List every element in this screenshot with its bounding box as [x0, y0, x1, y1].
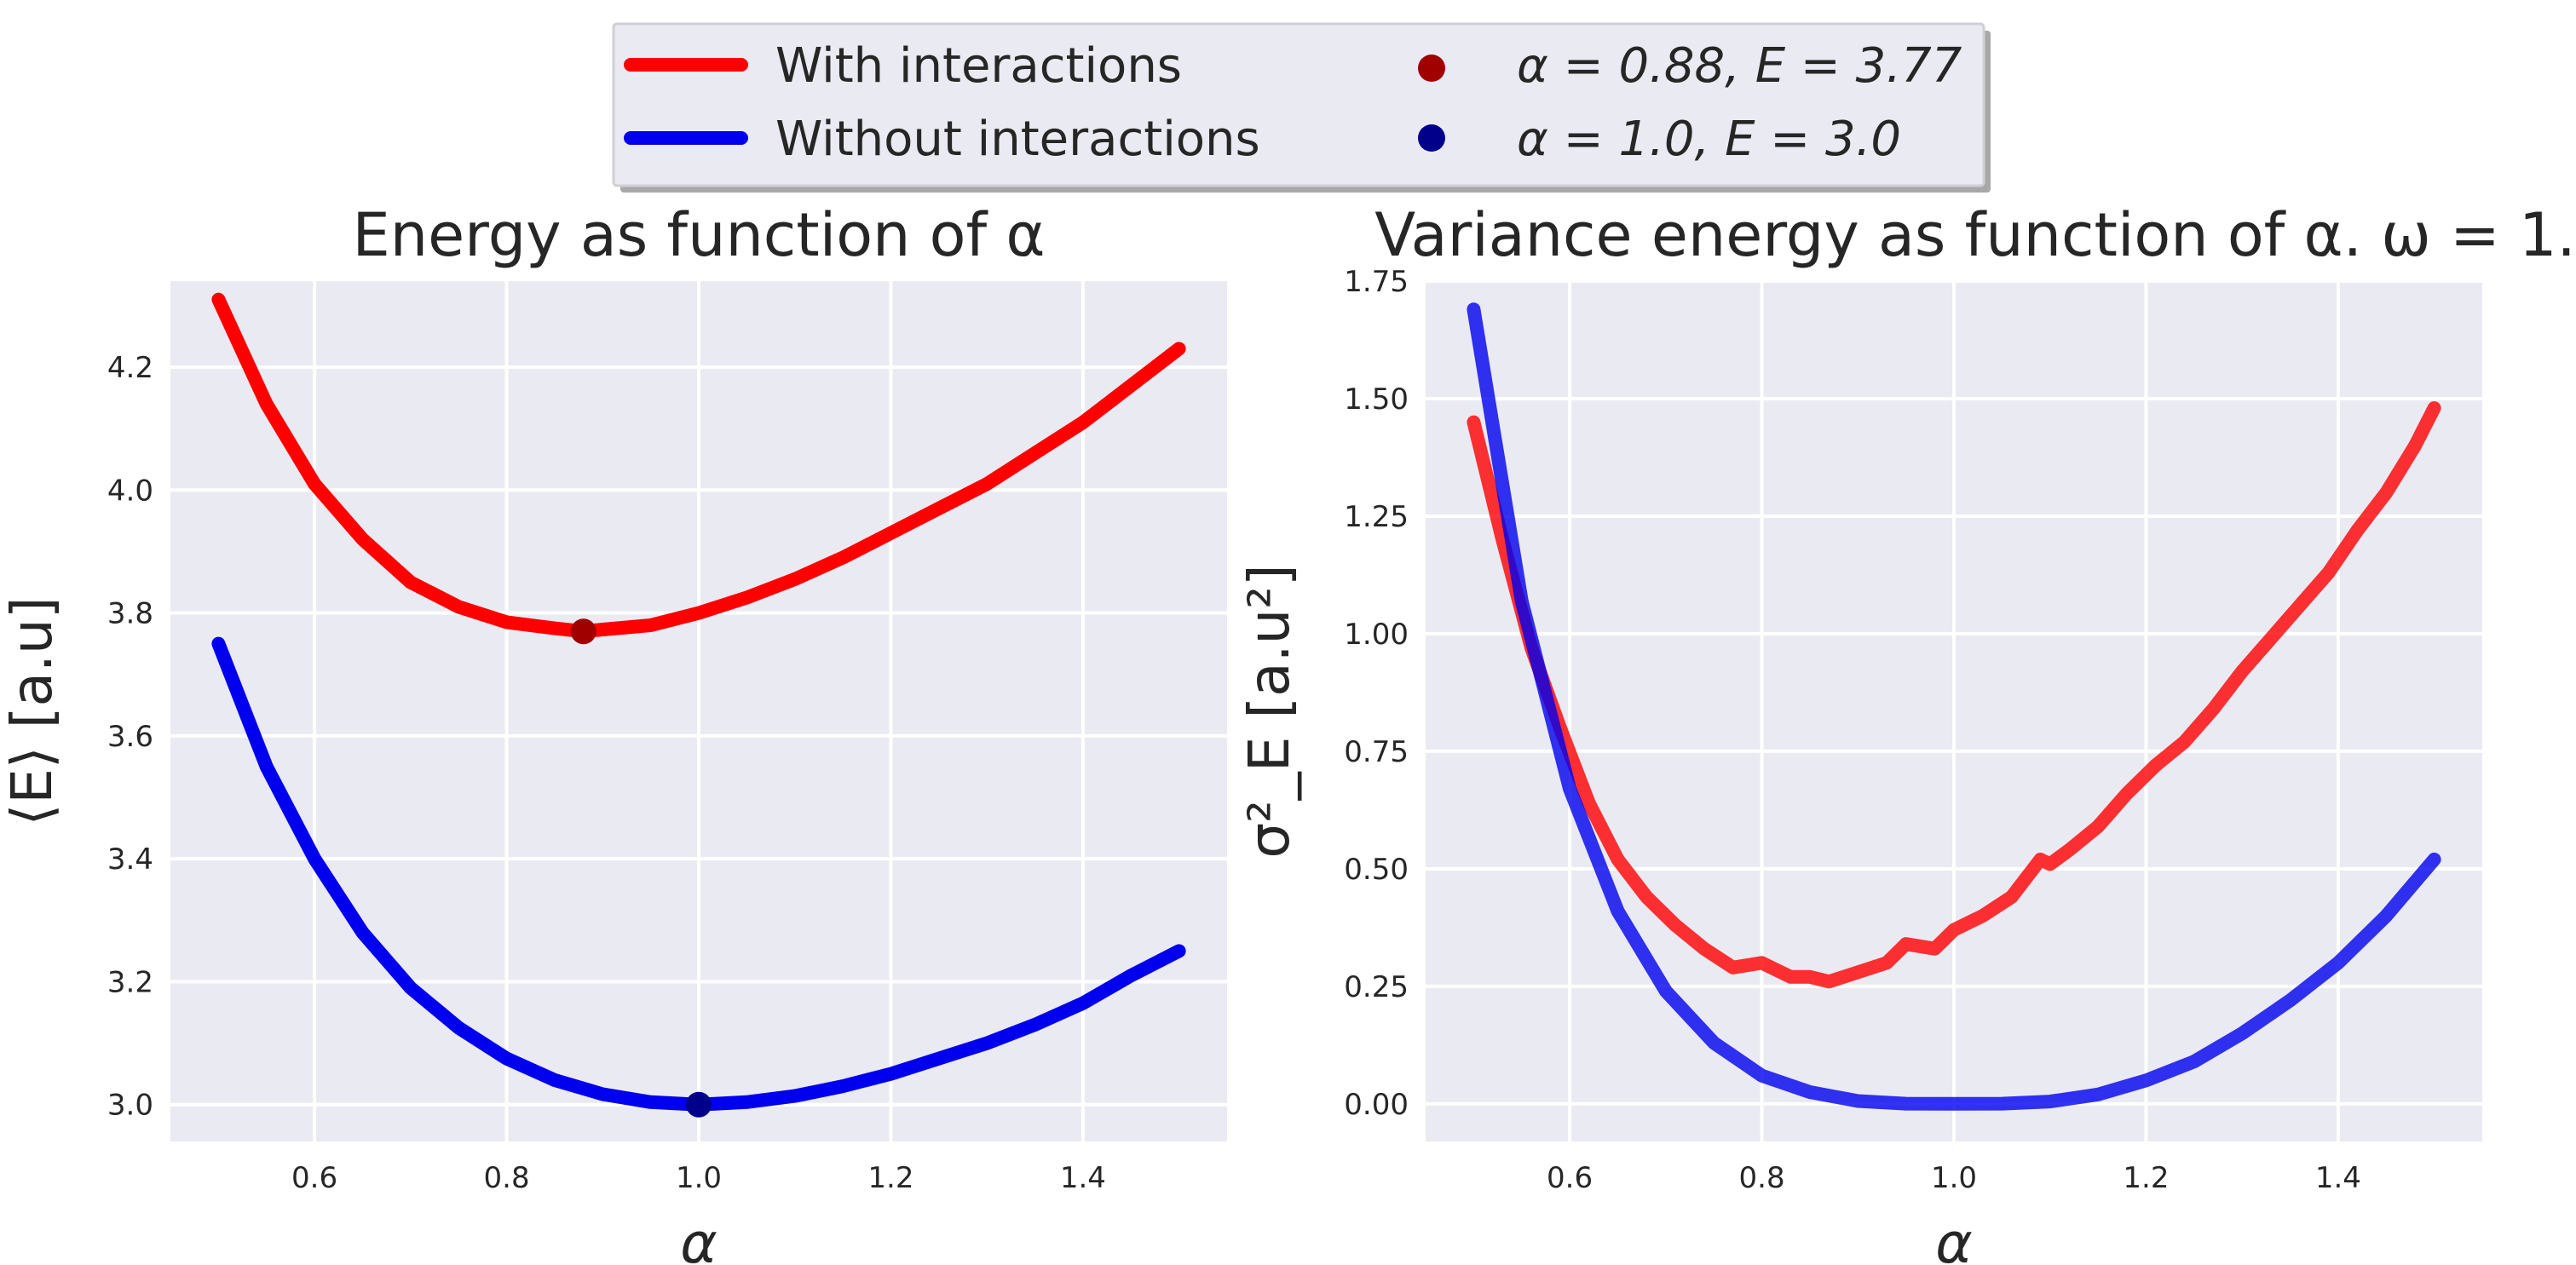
variance-chart-title: Variance energy as function of α. ω = 1.	[1374, 200, 2576, 270]
variance-series-line-without-interactions	[1467, 302, 2441, 1111]
energy-ytick-label: 3.8	[107, 597, 153, 631]
variance-xtick-label: 0.8	[1739, 1161, 1785, 1195]
energy-chart-title: Energy as function of α	[353, 200, 1046, 270]
energy-points	[570, 618, 712, 1118]
variance-yticks: 0.00 0.25 0.50 0.75 1.00 1.25 1.50 1.75	[1344, 265, 1409, 1122]
legend-marker-min-without	[1418, 124, 1445, 152]
variance-x-axis-label: α	[1935, 1210, 1973, 1265]
legend-label-min-with: α = 0.88, E = 3.77	[1517, 38, 1962, 94]
energy-xtick-label: 1.0	[676, 1161, 722, 1195]
energy-ytick-label: 3.4	[107, 842, 153, 877]
energy-xtick-label: 1.4	[1060, 1161, 1106, 1195]
energy-chart: Energy as function of α 0.6 0.8 1.0 1.2 1.4 …	[0, 200, 1227, 1265]
variance-xtick-label: 1.0	[1931, 1161, 1977, 1195]
energy-minimum-point	[570, 618, 596, 645]
variance-ytick-label: 0.00	[1344, 1088, 1409, 1122]
energy-xtick-label: 0.8	[484, 1161, 530, 1195]
variance-series-line-with-interactions	[1467, 401, 2441, 989]
legend-box	[612, 22, 1985, 187]
variance-ytick-label: 1.00	[1344, 618, 1409, 652]
variance-ytick-label: 1.50	[1344, 382, 1409, 417]
legend-label-without-interactions: Without interactions	[775, 112, 1260, 167]
legend-marker-min-with	[1418, 55, 1445, 82]
variance-xtick-label: 0.6	[1547, 1161, 1593, 1195]
energy-xtick-label: 1.2	[867, 1161, 913, 1195]
legend-label-min-without: α = 1.0, E = 3.0	[1517, 112, 1901, 167]
variance-ytick-label: 1.25	[1344, 500, 1409, 534]
energy-ytick-label: 4.0	[107, 474, 153, 508]
energy-yticks: 3.0 3.2 3.4 3.6 3.8 4.0 4.2	[107, 351, 153, 1123]
energy-y-axis-label: ⟨E⟩ [a.u]	[0, 597, 65, 826]
energy-x-axis-label: α	[680, 1210, 717, 1265]
energy-series-line-with-interactions	[211, 292, 1186, 639]
energy-xticks: 0.6 0.8 1.0 1.2 1.4	[291, 1161, 1106, 1195]
energy-xtick-label: 0.6	[291, 1161, 337, 1195]
variance-ytick-label: 1.75	[1344, 265, 1409, 299]
variance-ytick-label: 0.25	[1344, 970, 1409, 1004]
variance-chart: Variance energy as function of α. ω = 1.…	[1236, 200, 2576, 1265]
energy-minimum-point	[686, 1091, 712, 1118]
variance-ytick-label: 0.75	[1344, 735, 1409, 769]
legend-label-with-interactions: With interactions	[775, 38, 1182, 94]
variance-xticks: 0.6 0.8 1.0 1.2 1.4	[1547, 1161, 2361, 1195]
variance-grid	[1426, 279, 2482, 1141]
variance-ytick-label: 0.50	[1344, 853, 1409, 887]
variance-series	[1467, 302, 2441, 1111]
energy-ytick-label: 3.0	[107, 1089, 153, 1123]
energy-ytick-label: 4.2	[107, 351, 153, 385]
legend: With interactions Without interactions α…	[612, 22, 1991, 193]
energy-ytick-label: 3.2	[107, 965, 153, 999]
variance-xtick-label: 1.2	[2123, 1161, 2169, 1195]
energy-ytick-label: 3.6	[107, 720, 153, 754]
variance-xtick-label: 1.4	[2315, 1161, 2361, 1195]
variance-y-axis-label: σ²_E [a.u²]	[1236, 564, 1302, 858]
